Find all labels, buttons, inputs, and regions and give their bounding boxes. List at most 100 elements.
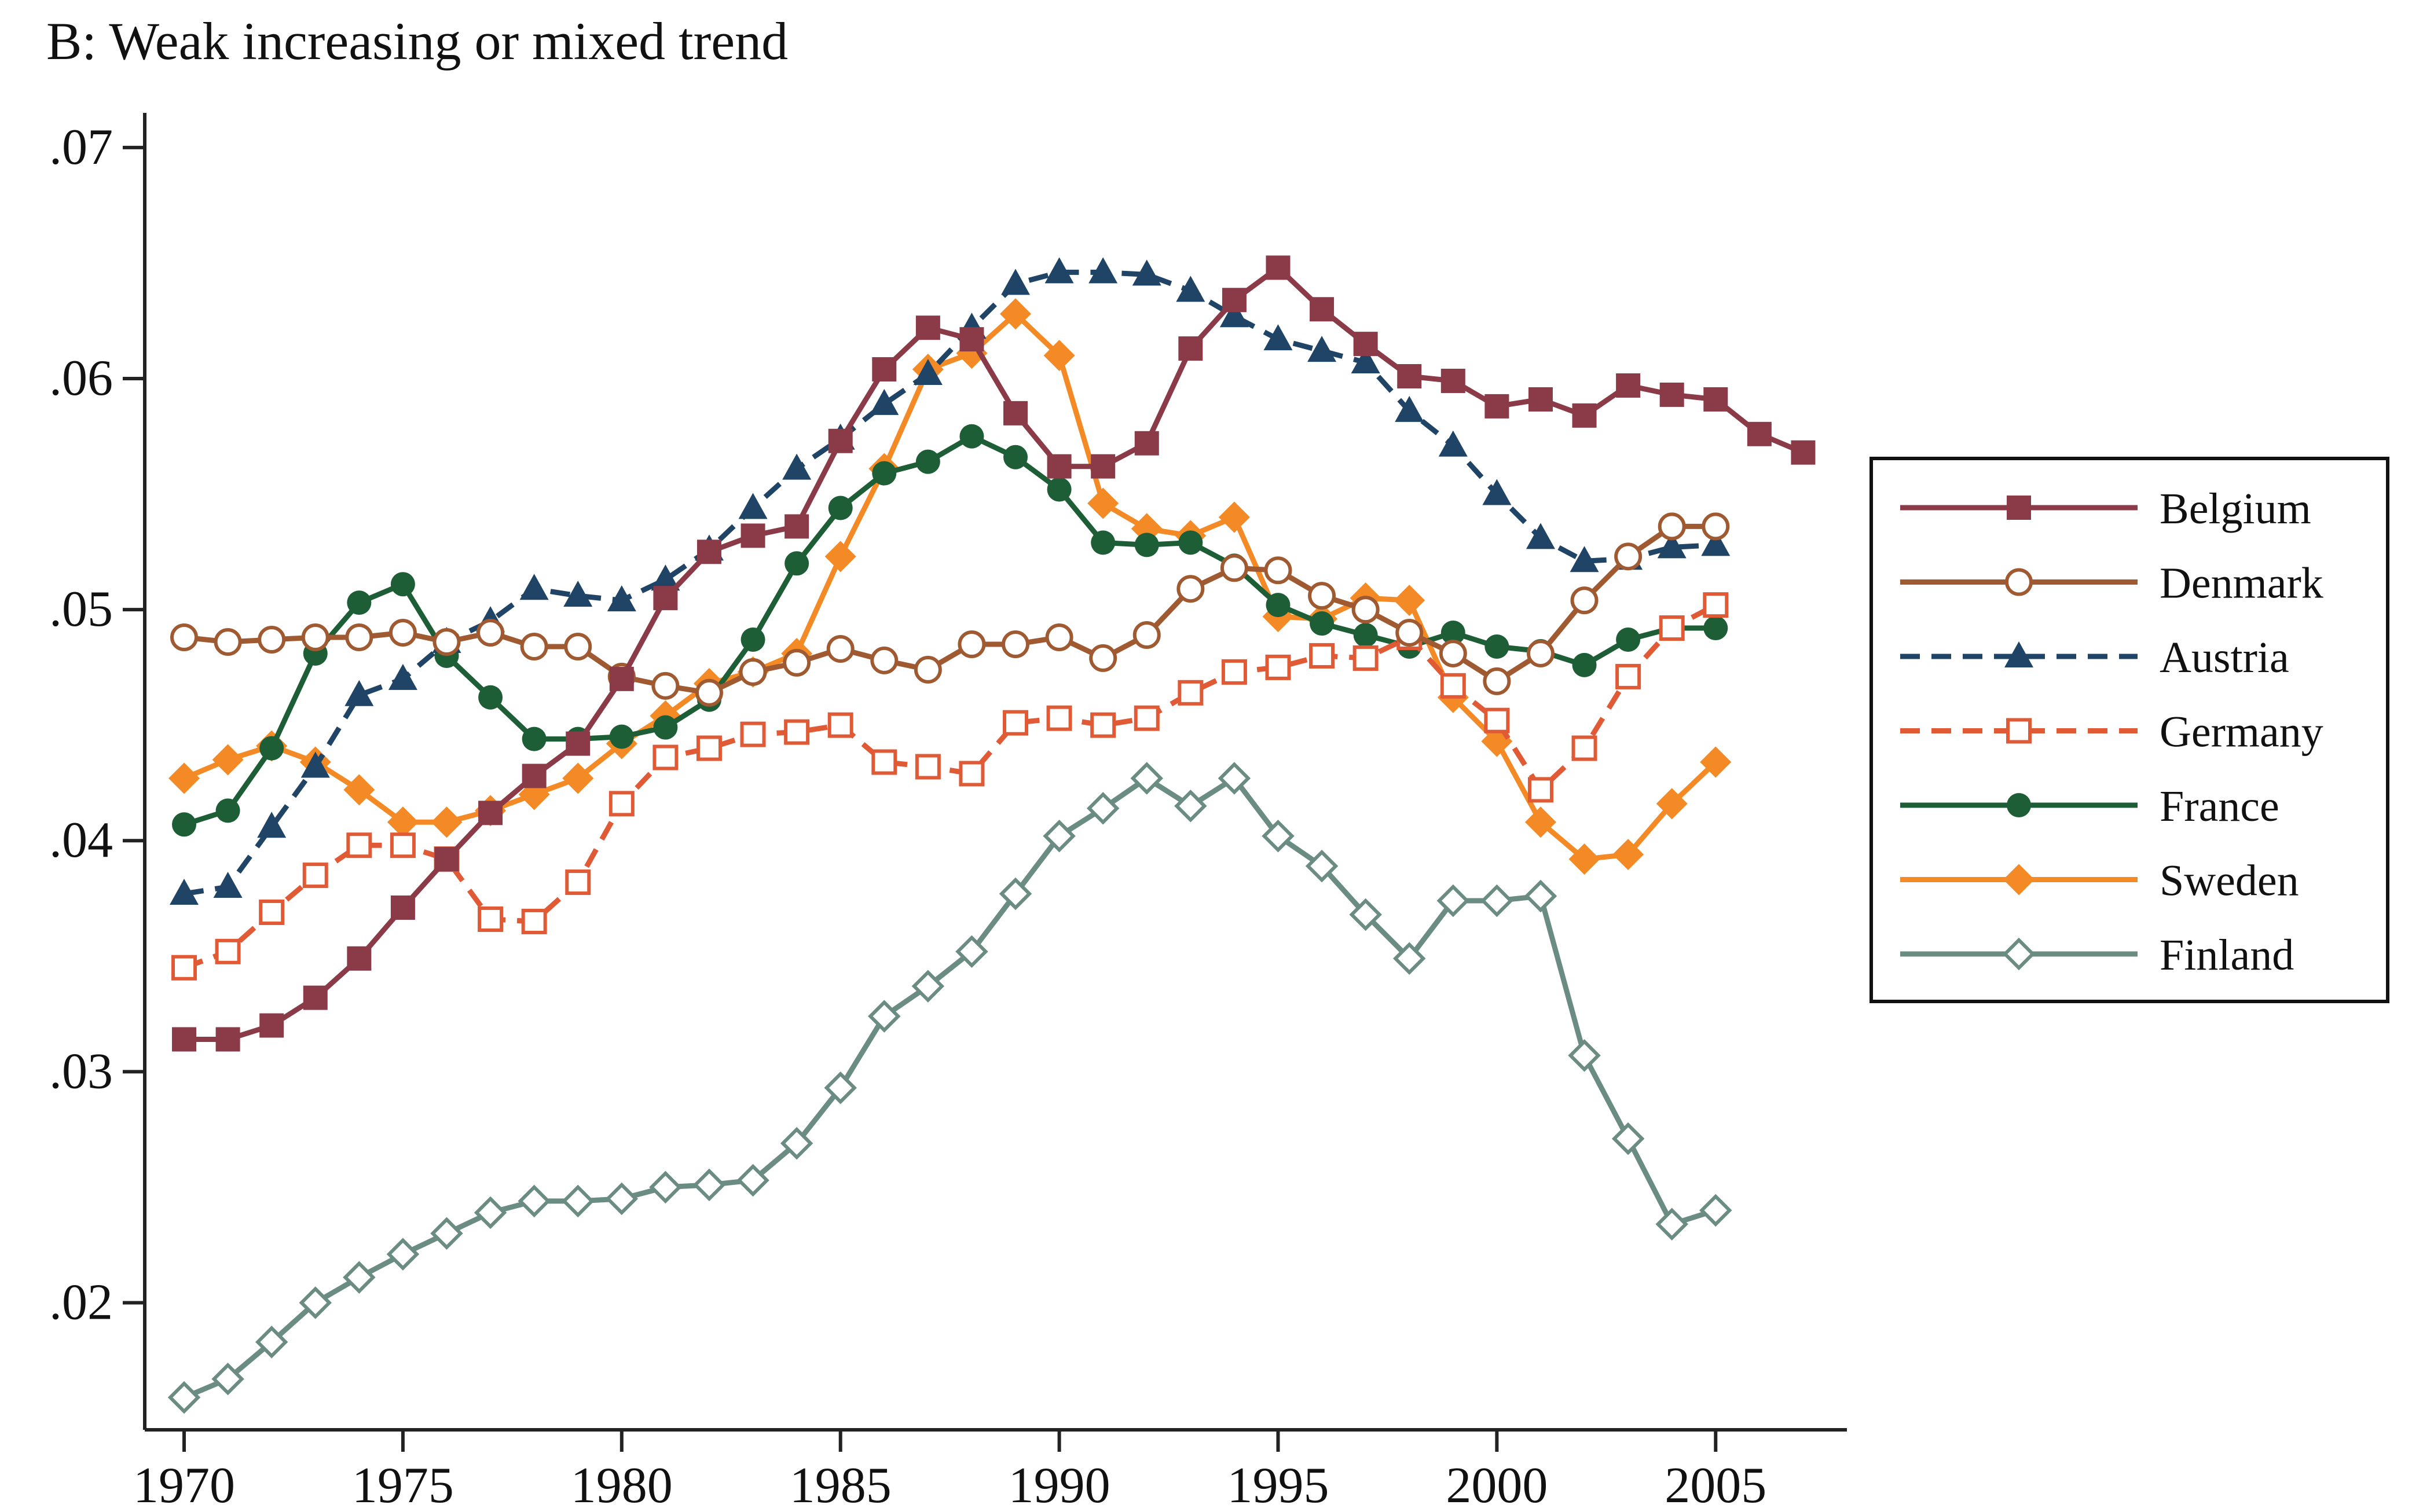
data-point-france [1178, 530, 1203, 555]
data-point-belgium [566, 731, 591, 756]
data-point-finland [1262, 820, 1295, 853]
data-point-austria [1701, 530, 1731, 556]
data-point-belgium [1747, 421, 1772, 446]
data-point-belgium [609, 666, 634, 691]
data-point-finland [299, 1286, 332, 1319]
data-point-austria [213, 872, 243, 898]
data-point-denmark [1439, 639, 1467, 667]
data-point-austria [1001, 269, 1031, 295]
data-point-belgium [1178, 336, 1203, 361]
legend-item-denmark: Denmark [1900, 559, 2323, 608]
data-point-austria [1219, 301, 1249, 328]
data-point-austria [738, 493, 768, 519]
data-point-austria [300, 751, 330, 778]
data-point-denmark [432, 627, 461, 656]
data-point-belgium [1659, 382, 1684, 407]
data-point-sweden [1000, 298, 1032, 330]
series-denmark [170, 512, 1730, 707]
data-point-belgium [522, 764, 547, 788]
data-point-belgium [1440, 368, 1465, 393]
legend-label-germany: Germany [2160, 708, 2323, 757]
data-point-finland [1436, 884, 1470, 918]
data-point-france [1353, 623, 1378, 648]
y-tick-label: .02 [49, 1274, 113, 1330]
data-point-sweden [1700, 746, 1732, 778]
data-point-austria [1482, 479, 1512, 505]
data-point-france [1134, 533, 1159, 557]
data-point-finland [736, 1164, 769, 1197]
data-point-belgium [785, 514, 809, 539]
data-point-sweden [1043, 340, 1075, 372]
data-point-austria [1307, 336, 1337, 362]
data-point-denmark [1483, 667, 1511, 695]
data-point-denmark [783, 648, 811, 677]
data-point-belgium [872, 357, 897, 382]
data-point-germany [1003, 710, 1029, 736]
data-point-denmark [388, 619, 417, 647]
data-point-austria [344, 680, 374, 706]
data-point-austria [913, 359, 943, 386]
data-point-france [347, 590, 372, 615]
data-point-finland [1392, 942, 1426, 975]
data-point-sweden [1394, 585, 1425, 616]
legend-label-france: France [2160, 782, 2279, 831]
data-point-germany [1440, 673, 1466, 699]
data-point-austria [1526, 523, 1555, 549]
data-point-germany [827, 712, 853, 738]
data-point-belgium [1572, 403, 1597, 428]
data-point-belgium [1616, 373, 1641, 398]
data-point-germany [1309, 643, 1335, 669]
data-point-belgium [303, 985, 328, 1010]
axes: .02 .03 .04 .05 .06 .07 1970 1975 1980 1985 1990 19… [49, 113, 1847, 1512]
data-point-germany [959, 761, 985, 787]
data-point-finland [1174, 790, 1207, 823]
legend-marker-france [2007, 793, 2031, 817]
y-tick-label: .06 [49, 350, 113, 406]
data-point-france [1440, 621, 1465, 645]
data-point-denmark [1395, 619, 1424, 647]
data-point-denmark [651, 671, 680, 700]
data-point-belgium [697, 540, 721, 564]
data-point-denmark [1526, 639, 1555, 667]
data-point-finland [1305, 849, 1339, 883]
data-point-finland [474, 1196, 507, 1230]
data-point-sweden [1087, 487, 1119, 519]
data-point-france [1310, 611, 1335, 636]
data-point-belgium [1703, 387, 1728, 412]
data-point-germany [1178, 680, 1204, 706]
data-point-denmark [214, 627, 242, 656]
legend-label-austria: Austria [2160, 633, 2289, 682]
data-point-finland [868, 1000, 901, 1033]
data-point-austria [519, 574, 549, 600]
x-tick-label: 1975 [352, 1458, 454, 1512]
data-point-belgium [259, 1013, 284, 1038]
series-line-denmark [184, 523, 1716, 696]
data-point-sweden [1656, 788, 1688, 820]
series-line-finland [183, 776, 1717, 1400]
y-tick-label: .03 [49, 1043, 113, 1099]
data-point-germany [171, 955, 197, 981]
legend-marker-finland [2002, 937, 2036, 971]
data-point-denmark [1308, 582, 1336, 610]
data-point-germany [696, 735, 722, 761]
data-point-finland [518, 1184, 551, 1218]
data-point-sweden [387, 806, 419, 838]
x-tick-label: 1990 [1009, 1458, 1110, 1512]
data-point-belgium [959, 327, 984, 352]
data-point-finland [1043, 820, 1076, 853]
data-point-austria [607, 585, 636, 612]
legend-label-finland: Finland [2160, 931, 2294, 979]
data-point-denmark [258, 626, 286, 654]
data-point-france [1572, 652, 1597, 677]
data-point-sweden [1218, 501, 1250, 533]
legend-label-belgium: Belgium [2160, 485, 2311, 533]
data-point-france [1003, 445, 1028, 469]
data-point-austria [1351, 347, 1380, 374]
data-point-france [741, 627, 765, 652]
data-point-belgium [1003, 401, 1028, 425]
data-point-sweden [431, 806, 463, 838]
data-point-france [1616, 627, 1641, 652]
data-point-belgium [1266, 255, 1291, 280]
data-point-finland [1086, 792, 1120, 825]
data-point-finland [386, 1238, 420, 1271]
